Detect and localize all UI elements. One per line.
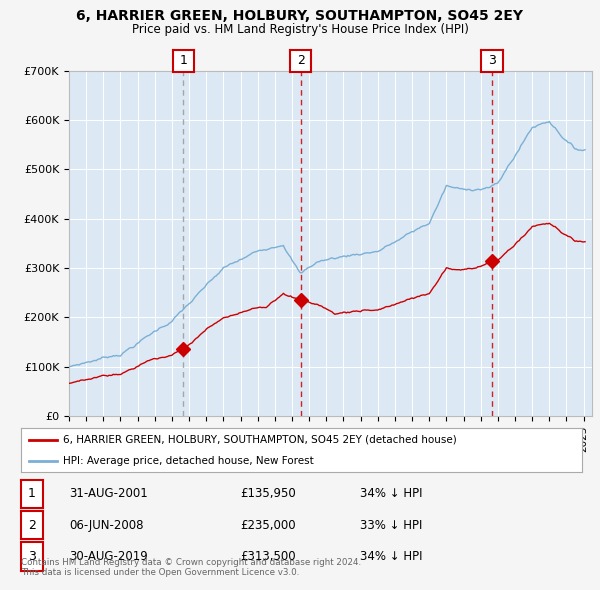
Text: 1: 1 <box>28 487 36 500</box>
Text: HPI: Average price, detached house, New Forest: HPI: Average price, detached house, New … <box>63 456 314 466</box>
Text: Contains HM Land Registry data © Crown copyright and database right 2024.
This d: Contains HM Land Registry data © Crown c… <box>21 558 361 577</box>
Text: 34% ↓ HPI: 34% ↓ HPI <box>360 550 422 563</box>
Text: 30-AUG-2019: 30-AUG-2019 <box>69 550 148 563</box>
Text: £235,000: £235,000 <box>240 519 296 532</box>
Text: 3: 3 <box>28 550 36 563</box>
Text: 1: 1 <box>179 54 187 67</box>
Text: £135,950: £135,950 <box>240 487 296 500</box>
Text: 2: 2 <box>28 519 36 532</box>
Text: 2: 2 <box>296 54 305 67</box>
Text: Price paid vs. HM Land Registry's House Price Index (HPI): Price paid vs. HM Land Registry's House … <box>131 23 469 36</box>
Text: 6, HARRIER GREEN, HOLBURY, SOUTHAMPTON, SO45 2EY: 6, HARRIER GREEN, HOLBURY, SOUTHAMPTON, … <box>77 9 523 23</box>
Text: 06-JUN-2008: 06-JUN-2008 <box>69 519 143 532</box>
Text: 6, HARRIER GREEN, HOLBURY, SOUTHAMPTON, SO45 2EY (detached house): 6, HARRIER GREEN, HOLBURY, SOUTHAMPTON, … <box>63 435 457 445</box>
Text: 3: 3 <box>488 54 496 67</box>
Text: 33% ↓ HPI: 33% ↓ HPI <box>360 519 422 532</box>
Text: 31-AUG-2001: 31-AUG-2001 <box>69 487 148 500</box>
Text: £313,500: £313,500 <box>240 550 296 563</box>
Text: 34% ↓ HPI: 34% ↓ HPI <box>360 487 422 500</box>
